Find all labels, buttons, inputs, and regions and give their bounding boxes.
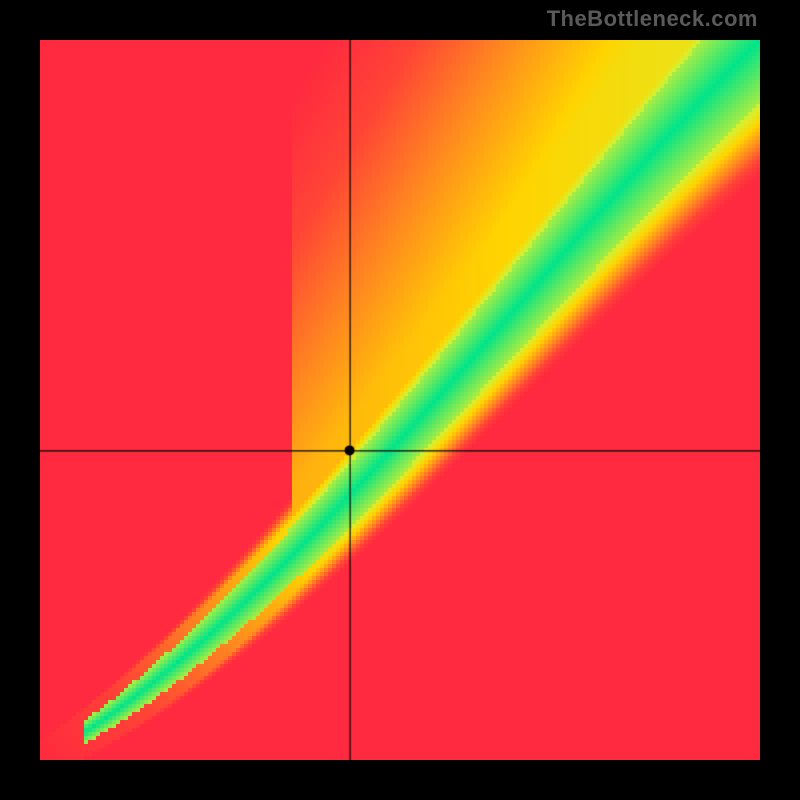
chart-container: { "type": "heatmap", "watermark": { "tex… (0, 0, 800, 800)
crosshair-overlay (40, 40, 760, 760)
watermark-text: TheBottleneck.com (547, 6, 758, 32)
